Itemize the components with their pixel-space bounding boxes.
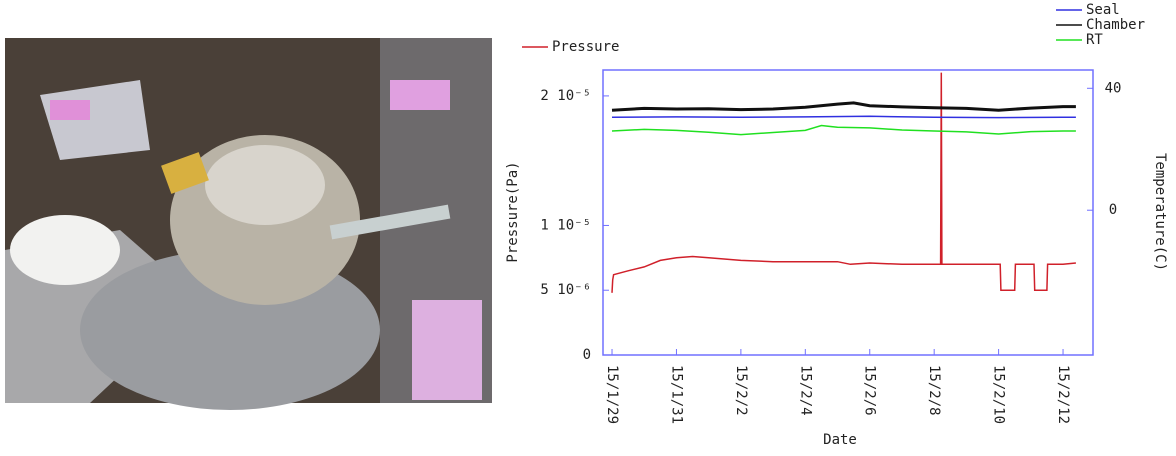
- y-tick-label: 5 10⁻⁶: [540, 282, 591, 298]
- x-tick-label: 15/1/31: [668, 365, 684, 424]
- photo-tape: [390, 80, 450, 110]
- photo-cup: [10, 215, 120, 285]
- photo: [5, 38, 492, 410]
- series-line: [611, 72, 1076, 293]
- legend-label: RT: [1086, 32, 1103, 48]
- x-axis-label: Date: [823, 432, 857, 448]
- x-tick-label: 15/2/4: [797, 365, 813, 416]
- legend-label: Chamber: [1086, 17, 1145, 33]
- photo-tube: [329, 204, 451, 240]
- photo-tape: [412, 300, 482, 400]
- series-line: [611, 101, 1076, 112]
- photo-fitting: [161, 152, 209, 194]
- y-axis-label: Pressure(Pa): [505, 161, 521, 262]
- photo-gauge-top: [205, 145, 325, 225]
- plot-frame: [602, 69, 1094, 356]
- y-tick-label: 0: [583, 347, 591, 363]
- x-tick-label: 15/2/6: [862, 365, 878, 416]
- legend-label: Pressure: [552, 39, 619, 55]
- series-line: [611, 115, 1076, 119]
- y2-axis-label: Temperature(C): [1152, 153, 1168, 271]
- x-tick-label: 15/2/12: [1055, 365, 1071, 424]
- photo-tape: [50, 100, 90, 120]
- x-tick-label: 15/2/2: [733, 365, 749, 416]
- x-tick-label: 15/2/8: [926, 365, 942, 416]
- legend-label: Seal: [1086, 2, 1120, 18]
- y2-tick-label: 0: [1109, 202, 1117, 218]
- y-tick-label: 1 10⁻⁵: [540, 217, 591, 233]
- series-line: [611, 124, 1076, 136]
- y-tick-label: 2 10⁻⁵: [540, 88, 591, 104]
- y2-tick-label: 40: [1105, 80, 1122, 96]
- x-tick-label: 15/2/10: [991, 365, 1007, 424]
- x-tick-label: 15/1/29: [604, 365, 620, 424]
